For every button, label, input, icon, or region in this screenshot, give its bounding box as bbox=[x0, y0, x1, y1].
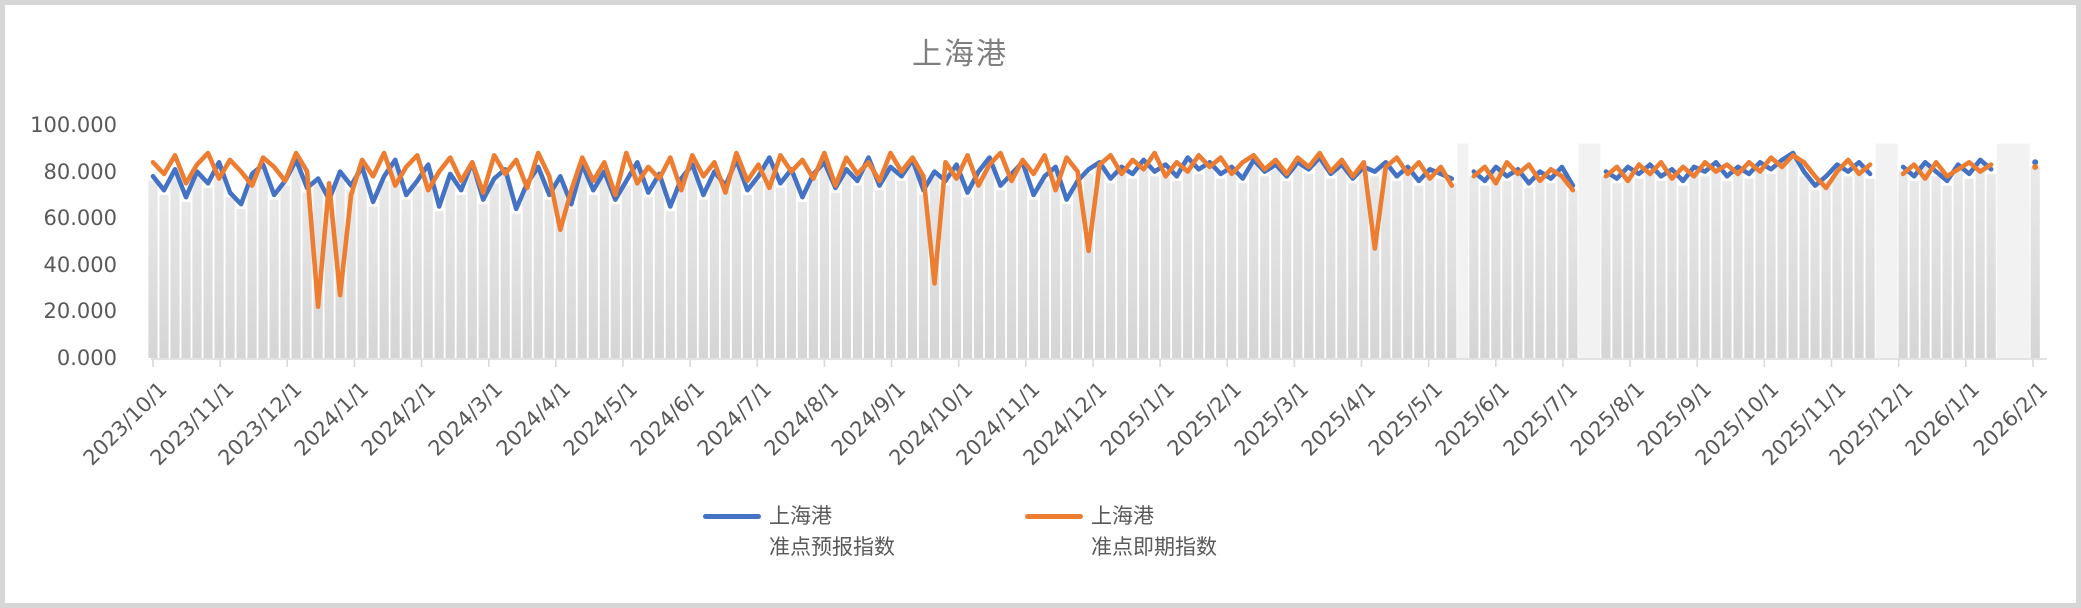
y-axis-label: 80.000 bbox=[43, 159, 117, 184]
y-axis-label: 0.000 bbox=[56, 346, 117, 370]
legend-item-forecast: 上海港 准点预报指数 bbox=[703, 501, 895, 563]
legend-label-spot-line1: 上海港 bbox=[1091, 504, 1154, 528]
legend-line-swatch-blue bbox=[703, 514, 761, 519]
legend-label-spot-line2: 准点即期指数 bbox=[1091, 535, 1217, 559]
chart-title: 上海港 bbox=[912, 37, 1008, 72]
y-axis-label: 20.000 bbox=[43, 299, 117, 324]
legend: 上海港 准点预报指数 上海港 准点即期指数 bbox=[5, 501, 1915, 563]
legend-line-swatch-orange bbox=[1025, 514, 1083, 519]
legend-label-forecast: 上海港 准点预报指数 bbox=[769, 501, 895, 563]
legend-label-forecast-line2: 准点预报指数 bbox=[769, 535, 895, 559]
legend-label-spot: 上海港 准点即期指数 bbox=[1091, 501, 1217, 563]
y-axis-label: 100.000 bbox=[30, 113, 117, 137]
y-axis-label: 40.000 bbox=[43, 252, 117, 277]
y-axis-label: 60.000 bbox=[43, 206, 117, 231]
legend-item-spot: 上海港 准点即期指数 bbox=[1025, 501, 1217, 563]
legend-label-forecast-line1: 上海港 bbox=[769, 504, 832, 528]
plot-area bbox=[148, 143, 2047, 367]
